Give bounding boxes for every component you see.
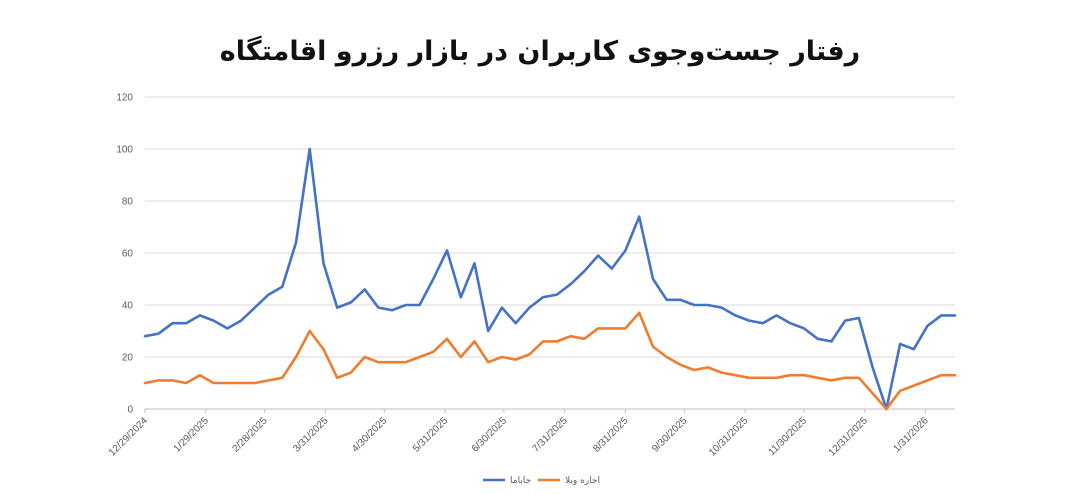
x-tick-label: 1/31/2026 [891,415,931,455]
gridlines [145,96,955,410]
x-tick-label: 5/31/2025 [411,415,451,455]
series-lines [143,147,957,411]
y-tick-label: 0 [127,405,133,416]
x-tick-label: 2/28/2025 [231,415,271,455]
y-tick-label: 20 [122,353,134,364]
legend: جاباما اجاره ویلا [483,476,600,486]
x-tick-label: 1/29/2025 [172,415,212,455]
y-tick-label: 100 [116,145,133,156]
y-tick-label: 120 [116,93,133,104]
x-tick-label: 10/31/2025 [707,415,750,458]
x-tick-label: 12/29/2024 [107,415,150,458]
chart-title: رفتار جست‌وجوی کاربران در بازار رزرو اقا… [219,36,861,67]
x-tick-label: 12/31/2025 [827,415,870,458]
legend-label: جاباما [510,476,531,486]
x-axis-ticks: 12/29/2024 1/29/2025 2/28/2025 3/31/2025 4/3… [107,409,931,459]
x-tick-label: 6/30/2025 [470,415,510,455]
x-tick-label: 3/31/2025 [291,415,331,455]
y-tick-label: 60 [122,249,134,260]
series-line-2 [143,311,957,411]
x-tick-label: 11/30/2025 [766,415,809,458]
y-tick-label: 40 [122,301,134,312]
x-tick-label: 7/31/2025 [531,415,571,455]
x-tick-label: 8/31/2025 [591,415,631,455]
x-tick-label: 4/30/2025 [350,415,390,455]
y-tick-label: 80 [122,197,134,208]
legend-label: اجاره ویلا [565,476,600,486]
series-line-1 [143,147,957,411]
x-tick-label: 9/30/2025 [650,415,690,455]
y-axis-ticks: 0 20 40 60 80 100 120 [116,93,133,416]
